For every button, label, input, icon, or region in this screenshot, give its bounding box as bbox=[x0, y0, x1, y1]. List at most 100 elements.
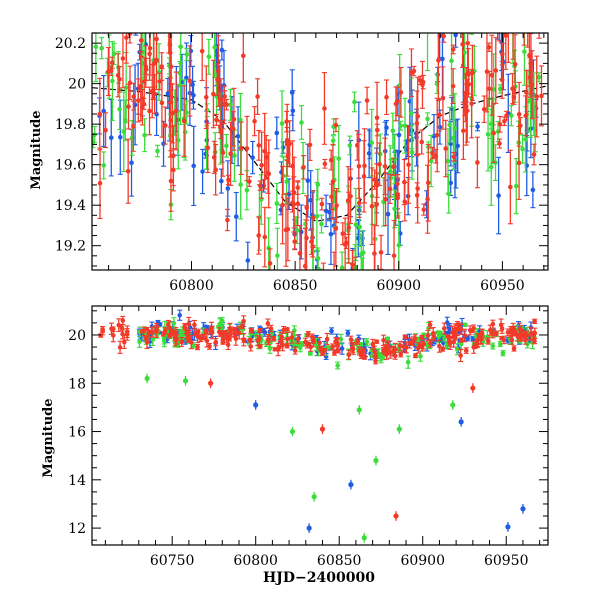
data-point bbox=[328, 231, 334, 237]
data-point bbox=[274, 201, 280, 206]
data-point bbox=[497, 86, 503, 92]
data-point bbox=[520, 146, 525, 152]
data-point bbox=[460, 41, 465, 47]
data-point bbox=[418, 353, 423, 359]
data-point bbox=[319, 201, 325, 207]
data-point bbox=[188, 339, 194, 345]
data-point bbox=[428, 341, 433, 346]
data-point bbox=[184, 75, 189, 81]
data-point bbox=[425, 196, 430, 202]
data-point bbox=[440, 95, 446, 101]
data-point bbox=[329, 194, 334, 200]
data-point bbox=[184, 52, 190, 57]
data-point bbox=[445, 158, 451, 164]
data-point bbox=[133, 24, 138, 29]
data-point bbox=[522, 49, 527, 55]
data-point bbox=[420, 82, 425, 88]
data-point bbox=[124, 35, 129, 40]
data-point bbox=[224, 143, 229, 149]
data-point bbox=[125, 168, 131, 174]
data-point bbox=[390, 128, 396, 134]
data-point bbox=[286, 191, 292, 197]
data-point bbox=[502, 119, 507, 124]
data-point bbox=[378, 250, 384, 255]
top-ylabel: Magnitude bbox=[29, 110, 44, 189]
data-point bbox=[240, 324, 245, 329]
data-point bbox=[101, 108, 106, 114]
data-point bbox=[225, 186, 231, 191]
data-point bbox=[430, 150, 435, 156]
data-point bbox=[484, 69, 490, 74]
data-point bbox=[317, 340, 322, 346]
data-point bbox=[226, 177, 231, 183]
data-point bbox=[175, 137, 181, 143]
y-tick-label: 19.4 bbox=[55, 198, 86, 214]
data-point bbox=[487, 327, 493, 333]
data-point bbox=[387, 169, 393, 174]
data-point bbox=[231, 116, 237, 122]
data-point bbox=[339, 265, 345, 270]
data-point bbox=[387, 350, 393, 355]
data-point bbox=[284, 343, 290, 348]
data-point bbox=[377, 161, 382, 167]
data-point bbox=[188, 48, 194, 54]
data-point bbox=[522, 26, 527, 31]
data-point bbox=[511, 346, 517, 351]
data-point bbox=[153, 329, 159, 334]
data-point bbox=[322, 348, 327, 353]
y-tick-label: 16 bbox=[68, 425, 86, 441]
data-point bbox=[227, 326, 233, 332]
data-point bbox=[295, 201, 301, 207]
data-point bbox=[324, 336, 330, 342]
data-point bbox=[392, 206, 397, 212]
data-point bbox=[289, 335, 295, 340]
outlier-point bbox=[319, 426, 326, 432]
data-point bbox=[127, 33, 133, 37]
data-point bbox=[373, 358, 378, 364]
data-point bbox=[409, 70, 414, 75]
data-point bbox=[135, 98, 141, 103]
data-point bbox=[110, 78, 115, 84]
data-point bbox=[458, 337, 464, 343]
data-point bbox=[485, 132, 491, 137]
data-point bbox=[364, 98, 370, 103]
outlier-point bbox=[450, 402, 456, 408]
data-point bbox=[259, 162, 264, 168]
data-point bbox=[97, 180, 103, 186]
data-point bbox=[248, 328, 254, 333]
data-point bbox=[304, 235, 309, 241]
data-point bbox=[329, 328, 334, 334]
data-point bbox=[509, 337, 515, 343]
data-point bbox=[435, 330, 441, 335]
data-point bbox=[165, 91, 171, 96]
data-point bbox=[437, 343, 442, 349]
data-point bbox=[211, 91, 216, 97]
data-point bbox=[396, 242, 402, 248]
data-point bbox=[256, 143, 262, 148]
data-point bbox=[308, 198, 313, 203]
outlier-point bbox=[470, 385, 476, 391]
data-point bbox=[431, 334, 437, 339]
data-point bbox=[142, 132, 147, 138]
plot-area bbox=[98, 309, 538, 543]
data-point bbox=[454, 346, 460, 352]
data-point bbox=[154, 57, 159, 63]
data-point bbox=[322, 106, 327, 111]
data-point bbox=[469, 101, 474, 106]
data-point bbox=[207, 344, 212, 349]
data-point bbox=[219, 331, 224, 337]
data-point bbox=[289, 90, 295, 95]
data-point bbox=[138, 83, 144, 89]
data-point bbox=[279, 121, 285, 126]
data-point bbox=[511, 26, 516, 31]
data-point bbox=[503, 33, 509, 38]
y-tick-label: 20.2 bbox=[55, 36, 86, 52]
data-point bbox=[199, 48, 205, 54]
data-point bbox=[458, 327, 464, 332]
data-point bbox=[310, 215, 316, 221]
data-point bbox=[465, 335, 471, 341]
data-point bbox=[274, 130, 280, 136]
data-point bbox=[124, 332, 130, 337]
data-point bbox=[204, 338, 210, 344]
data-point bbox=[445, 334, 451, 339]
